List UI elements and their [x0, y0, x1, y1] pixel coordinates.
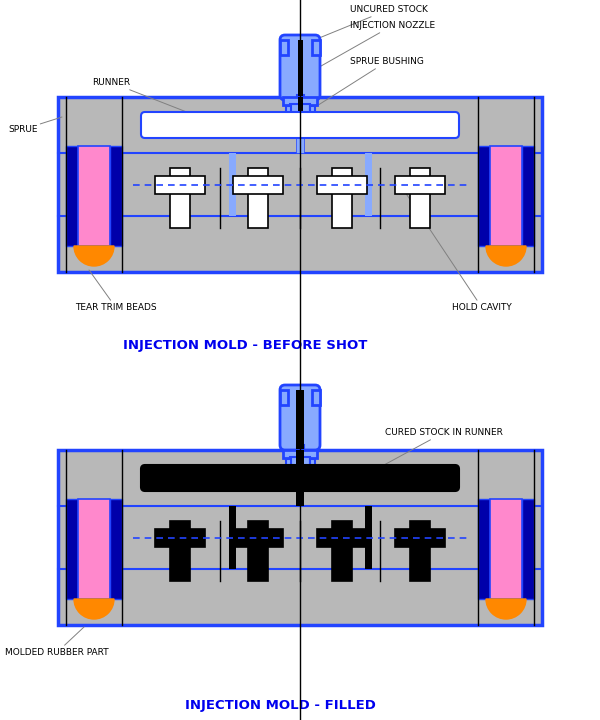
FancyBboxPatch shape	[280, 40, 288, 55]
FancyBboxPatch shape	[522, 499, 534, 599]
FancyBboxPatch shape	[141, 112, 459, 138]
FancyBboxPatch shape	[296, 95, 304, 111]
FancyBboxPatch shape	[296, 445, 304, 461]
FancyBboxPatch shape	[478, 499, 490, 599]
Text: INJECTION NOZZLE: INJECTION NOZZLE	[314, 21, 435, 70]
FancyBboxPatch shape	[66, 146, 78, 246]
FancyBboxPatch shape	[296, 390, 304, 461]
FancyBboxPatch shape	[410, 168, 430, 228]
FancyBboxPatch shape	[298, 40, 302, 111]
FancyBboxPatch shape	[286, 106, 291, 115]
FancyBboxPatch shape	[296, 471, 304, 506]
FancyBboxPatch shape	[78, 146, 110, 246]
FancyBboxPatch shape	[310, 106, 315, 115]
FancyBboxPatch shape	[280, 385, 320, 450]
Text: INJECTION MOLD - FILLED: INJECTION MOLD - FILLED	[185, 698, 376, 711]
Text: SPRUE BUSHING: SPRUE BUSHING	[312, 57, 424, 109]
FancyBboxPatch shape	[296, 450, 304, 472]
FancyBboxPatch shape	[155, 176, 205, 194]
Text: MOLDED RUBBER PART: MOLDED RUBBER PART	[5, 627, 109, 657]
FancyBboxPatch shape	[317, 528, 367, 546]
FancyBboxPatch shape	[248, 521, 268, 581]
FancyBboxPatch shape	[478, 146, 490, 246]
FancyBboxPatch shape	[332, 521, 352, 581]
FancyBboxPatch shape	[58, 450, 542, 625]
FancyBboxPatch shape	[312, 40, 320, 55]
FancyBboxPatch shape	[365, 153, 371, 216]
Wedge shape	[486, 246, 526, 266]
FancyBboxPatch shape	[155, 528, 205, 546]
Text: HOLD CAVITY: HOLD CAVITY	[400, 184, 512, 312]
Wedge shape	[74, 246, 114, 266]
Text: CURED STOCK IN RUNNER: CURED STOCK IN RUNNER	[360, 428, 503, 478]
FancyBboxPatch shape	[248, 168, 268, 228]
FancyBboxPatch shape	[170, 521, 190, 581]
FancyBboxPatch shape	[233, 176, 283, 194]
FancyBboxPatch shape	[310, 459, 315, 468]
Text: SPRUE: SPRUE	[8, 117, 62, 134]
FancyBboxPatch shape	[298, 97, 302, 119]
FancyBboxPatch shape	[365, 506, 371, 569]
FancyBboxPatch shape	[66, 499, 78, 599]
FancyBboxPatch shape	[290, 457, 310, 471]
FancyBboxPatch shape	[332, 168, 352, 228]
Wedge shape	[74, 599, 114, 619]
Text: TEAR TRIM BEADS: TEAR TRIM BEADS	[75, 270, 157, 312]
FancyBboxPatch shape	[229, 506, 235, 569]
FancyBboxPatch shape	[141, 465, 459, 491]
FancyBboxPatch shape	[522, 146, 534, 246]
FancyBboxPatch shape	[312, 390, 320, 405]
Wedge shape	[486, 599, 526, 619]
FancyBboxPatch shape	[170, 168, 190, 228]
FancyBboxPatch shape	[78, 499, 110, 599]
FancyBboxPatch shape	[317, 176, 367, 194]
FancyBboxPatch shape	[110, 146, 122, 246]
FancyBboxPatch shape	[283, 450, 317, 458]
FancyBboxPatch shape	[280, 35, 320, 100]
FancyBboxPatch shape	[286, 459, 291, 468]
FancyBboxPatch shape	[395, 528, 445, 546]
FancyBboxPatch shape	[490, 499, 522, 599]
FancyBboxPatch shape	[233, 528, 283, 546]
FancyBboxPatch shape	[290, 104, 310, 118]
FancyBboxPatch shape	[280, 390, 288, 405]
Text: UNCURED STOCK: UNCURED STOCK	[302, 5, 428, 45]
FancyBboxPatch shape	[296, 118, 304, 153]
FancyBboxPatch shape	[283, 97, 317, 105]
FancyBboxPatch shape	[110, 499, 122, 599]
Text: RUNNER: RUNNER	[92, 78, 220, 125]
FancyBboxPatch shape	[58, 97, 542, 272]
Text: INJECTION MOLD - BEFORE SHOT: INJECTION MOLD - BEFORE SHOT	[123, 338, 367, 351]
FancyBboxPatch shape	[410, 521, 430, 581]
FancyBboxPatch shape	[229, 153, 235, 216]
FancyBboxPatch shape	[395, 176, 445, 194]
FancyBboxPatch shape	[490, 146, 522, 246]
